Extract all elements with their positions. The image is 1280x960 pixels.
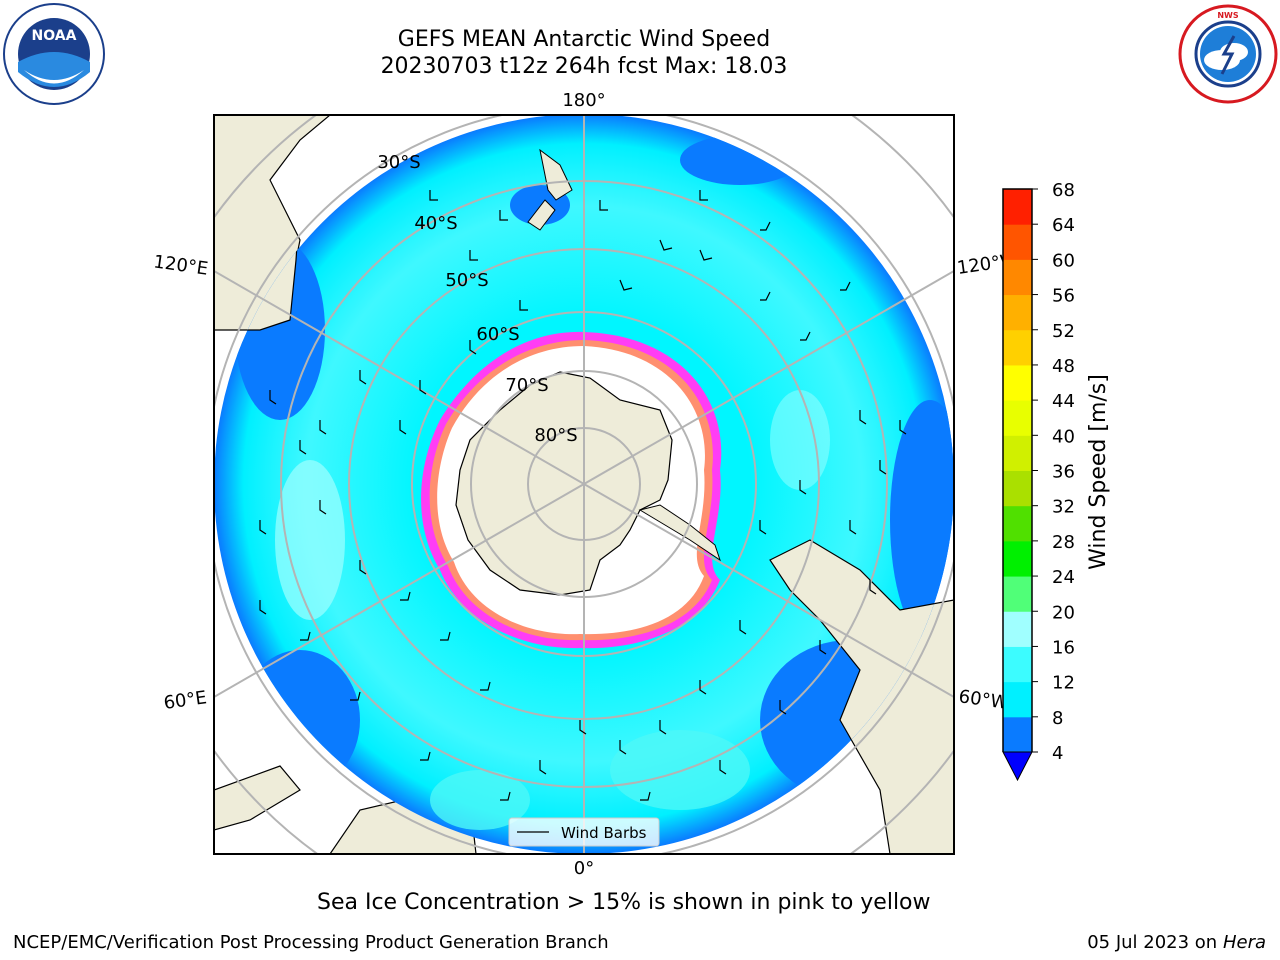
map-frame: Wind Barbs — [214, 115, 954, 854]
lon-label-0: 0° — [574, 858, 594, 879]
lon-label-180: 180° — [562, 90, 605, 111]
wind-barbs — [259, 190, 907, 801]
colorbar-tick-label: 52 — [1052, 321, 1075, 342]
colorbar-tick-label: 32 — [1052, 497, 1075, 518]
colorbar-segment — [1003, 470, 1032, 507]
colorbar-tick-label: 48 — [1052, 356, 1075, 377]
colorbar-segment — [1003, 505, 1032, 542]
colorbar-segment — [1003, 400, 1032, 436]
noaa-logo: NOAA — [3, 3, 105, 105]
footer-date: 05 Jul 2023 on — [1087, 932, 1223, 953]
colorbar-tick-label: 36 — [1052, 462, 1075, 483]
colorbar-segment — [1003, 435, 1032, 471]
colorbar-segment — [1003, 294, 1032, 331]
noaa-logo-text: NOAA — [32, 28, 77, 44]
colorbar-segment — [1003, 329, 1032, 366]
map-subtitle: 20230703 t12z 264h fcst Max: 18.03 — [380, 54, 788, 79]
colorbar-tick-label: 40 — [1052, 426, 1075, 447]
colorbar-segment — [1003, 259, 1032, 296]
colorbar-segment — [1003, 576, 1032, 612]
caption: Sea Ice Concentration > 15% is shown in … — [317, 890, 931, 915]
africa-landmass — [214, 765, 301, 831]
colorbar-tick-label: 56 — [1052, 286, 1075, 307]
colorbar-tick-label: 4 — [1052, 743, 1063, 764]
colorbar-tick-label: 20 — [1052, 602, 1075, 623]
colorbar-segment — [1003, 189, 1032, 225]
australia-landmass — [214, 115, 331, 331]
colorbar-tick-label: 16 — [1052, 637, 1075, 658]
lat-label-60s: 60°S — [476, 324, 519, 345]
colorbar-segment — [1003, 681, 1032, 718]
colorbar-segment — [1003, 611, 1032, 647]
antarctica-landmass — [455, 371, 673, 596]
lat-label-80s: 80°S — [534, 425, 577, 446]
colorbar-segment — [1003, 224, 1032, 260]
colorbar-tick-label: 12 — [1052, 673, 1075, 694]
lat-label-50s: 50°S — [445, 270, 488, 291]
colorbar-tick-label: 68 — [1052, 180, 1075, 201]
lon-label-60e: 60°E — [162, 687, 208, 714]
svg-text:NWS: NWS — [1217, 11, 1239, 20]
colorbar-tick-label: 28 — [1052, 532, 1075, 553]
colorbar-tick-label: 24 — [1052, 567, 1075, 588]
lon-label-120e: 120°E — [152, 251, 209, 279]
footer-right: 05 Jul 2023 on Hera — [1087, 932, 1266, 953]
lon-label-60w: 60°W — [957, 686, 1009, 714]
colorbar-segment — [1003, 364, 1032, 401]
graticule — [214, 115, 954, 854]
colorbar-tick-label: 8 — [1052, 708, 1063, 729]
colorbar-segment — [1003, 646, 1032, 683]
colorbar-extend-triangle — [1002, 751, 1033, 782]
lat-label-30s: 30°S — [377, 152, 420, 173]
lat-label-70s: 70°S — [505, 375, 548, 396]
colorbar-tick-label: 44 — [1052, 391, 1075, 412]
colorbar-segment — [1003, 716, 1032, 753]
map-title: GEFS MEAN Antarctic Wind Speed — [397, 27, 771, 52]
lat-label-40s: 40°S — [414, 213, 457, 234]
colorbar-segment — [1003, 540, 1032, 577]
national-weather-service-logo: NWS — [1178, 4, 1278, 104]
colorbar-label: Wind Speed [m/s] — [1086, 374, 1111, 570]
legend-label: Wind Barbs — [561, 824, 647, 842]
footer-left: NCEP/EMC/Verification Post Processing Pr… — [13, 932, 609, 953]
wind-barbs-legend: Wind Barbs — [508, 817, 660, 847]
footer-machine: Hera — [1222, 932, 1266, 953]
colorbar-tick-label: 60 — [1052, 250, 1075, 271]
map-border — [213, 114, 955, 855]
colorbar-tick-label: 64 — [1052, 215, 1075, 236]
